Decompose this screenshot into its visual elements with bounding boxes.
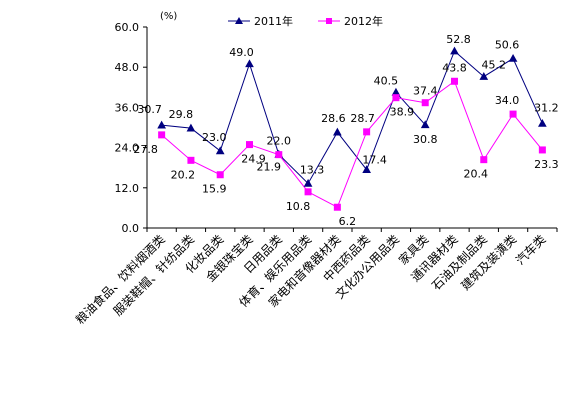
data-label-2012: 20.2: [171, 168, 196, 181]
legend-label-2011: 2011年: [254, 14, 293, 28]
data-point-2011: [362, 165, 371, 174]
data-point-2011: [420, 120, 430, 129]
data-label-2011: 13.3: [300, 163, 325, 176]
data-point-2012: [333, 203, 341, 211]
data-label-2011: 23.0: [202, 131, 227, 144]
data-point-2012: [158, 131, 166, 139]
legend-marker-2012: [326, 18, 332, 24]
data-label-2012: 24.9: [241, 153, 266, 166]
data-label-2011: 30.7: [137, 103, 162, 116]
data-label-2012: 43.8: [442, 61, 467, 74]
series-line-2012: [161, 80, 543, 208]
data-label-2012: 38.9: [390, 106, 415, 119]
y-tick-label: 36.0: [115, 101, 140, 114]
data-label-2011: 31.2: [534, 101, 559, 114]
data-label-2012: 27.8: [133, 143, 158, 156]
data-point-2012: [216, 171, 224, 179]
data-point-2011: [538, 118, 547, 127]
data-point-2011: [450, 46, 459, 55]
data-point-2012: [246, 141, 253, 149]
data-point-2012: [187, 156, 195, 164]
data-label-2012: 28.7: [350, 112, 375, 125]
series-line-2011: [161, 50, 543, 185]
data-label-2011: 40.5: [374, 74, 399, 87]
data-point-2012: [509, 110, 517, 118]
data-point-2012: [451, 77, 458, 85]
data-point-2011: [215, 146, 225, 155]
data-point-2011: [479, 72, 489, 80]
data-point-2011: [333, 127, 342, 136]
data-label-2011: 22.0: [267, 134, 292, 147]
data-point-2012: [275, 151, 283, 159]
data-label-2012: 10.8: [286, 200, 311, 213]
data-point-2012: [538, 146, 546, 154]
data-point-2011: [157, 120, 166, 129]
data-point-2012: [392, 94, 400, 102]
data-point-2012: [480, 156, 488, 164]
data-point-2011: [508, 53, 518, 62]
data-point-2011: [186, 123, 196, 132]
data-label-2011: 45.2: [482, 59, 507, 72]
data-point-2012: [363, 128, 371, 136]
data-label-2012: 37.4: [413, 85, 438, 98]
data-label-2011: 17.4: [362, 154, 387, 167]
data-point-2011: [303, 178, 313, 187]
data-point-2012: [421, 99, 429, 107]
legend-label-2012: 2012年: [344, 14, 383, 28]
data-label-2012: 20.4: [464, 168, 489, 181]
y-tick-label: 24.0: [115, 142, 140, 155]
data-label-2011: 29.8: [169, 108, 194, 121]
data-label-2012: 15.9: [202, 183, 227, 196]
data-label-2011: 50.6: [495, 38, 520, 51]
y-tick-label: 0.0: [122, 222, 140, 235]
legend-marker-2011: [235, 17, 243, 24]
data-point-2012: [304, 188, 312, 196]
y-tick-label: 12.0: [115, 182, 140, 195]
y-unit-label: (%): [160, 11, 177, 22]
y-tick-label: 60.0: [115, 21, 140, 34]
data-label-2012: 6.2: [339, 215, 357, 228]
data-label-2012: 34.0: [495, 94, 520, 107]
data-label-2011: 49.0: [229, 46, 254, 59]
data-label-2011: 28.6: [321, 112, 346, 125]
data-label-2011: 52.8: [446, 33, 471, 46]
data-label-2012: 21.9: [257, 161, 282, 174]
data-point-2011: [245, 59, 254, 68]
data-label-2011: 30.8: [413, 133, 438, 146]
y-tick-label: 48.0: [115, 61, 140, 74]
data-label-2012: 23.3: [534, 158, 559, 171]
